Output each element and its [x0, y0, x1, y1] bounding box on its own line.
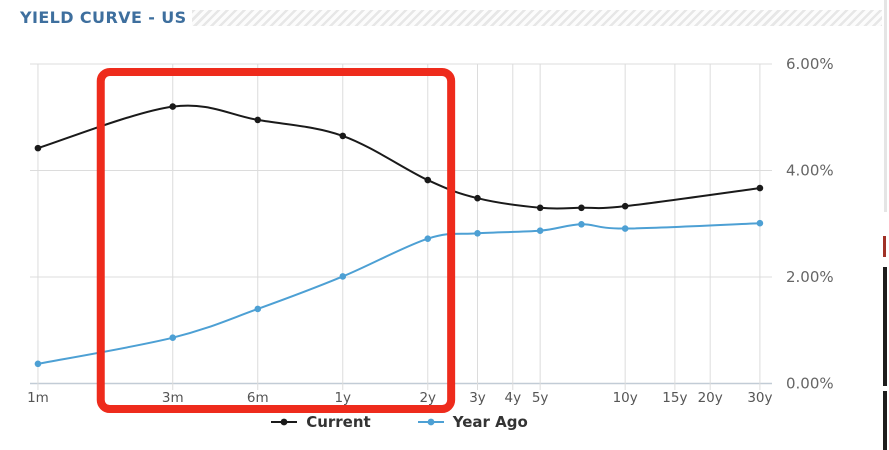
current-data-point[interactable]: [169, 103, 177, 110]
x-tick-label: 3y: [469, 390, 486, 406]
x-tick-label: 30y: [747, 390, 772, 406]
window-edge-fragment-gray: [884, 0, 887, 212]
year-ago-data-point[interactable]: [424, 235, 432, 242]
current-data-point[interactable]: [339, 132, 347, 140]
legend-label-current: Current: [306, 413, 371, 431]
year-ago-data-point[interactable]: [254, 305, 262, 313]
year-ago-data-point[interactable]: [536, 227, 544, 234]
current-legend-marker: [271, 418, 298, 426]
annotation-rectangle: [96, 67, 456, 414]
year-ago-data-point[interactable]: [578, 220, 585, 228]
y-tick-label: 6.00%: [786, 55, 834, 73]
legend-label-year-ago: Year Ago: [452, 413, 528, 431]
current-data-point[interactable]: [756, 184, 764, 192]
current-data-point[interactable]: [254, 116, 262, 124]
year-ago-data-point[interactable]: [34, 360, 42, 368]
year-ago-data-point[interactable]: [474, 230, 481, 237]
year-ago-data-point[interactable]: [169, 334, 177, 342]
y-tick-label: 2.00%: [786, 268, 834, 286]
x-tick-label: 4y: [504, 390, 521, 406]
page-title: YIELD CURVE - US: [20, 8, 187, 27]
year-ago-series-line: [37, 222, 760, 365]
x-tick-label: 3m: [162, 390, 184, 406]
x-tick-label: 20y: [698, 390, 723, 406]
legend-item-year-ago[interactable]: Year Ago: [417, 413, 528, 431]
current-data-point[interactable]: [621, 202, 629, 210]
legend-item-current[interactable]: Current: [270, 413, 371, 431]
y-tick-label: 4.00%: [786, 162, 834, 180]
current-data-point[interactable]: [474, 194, 481, 202]
window-edge-fragment-red: [883, 236, 886, 257]
year-ago-data-point[interactable]: [756, 219, 764, 227]
y-tick-label: 0.00%: [786, 375, 834, 393]
stripes-decoration: [192, 10, 882, 26]
chart-legend: Current Year Ago: [28, 409, 770, 435]
current-data-point[interactable]: [424, 176, 432, 184]
window-edge-fragment-black-bottom: [883, 391, 887, 450]
x-tick-label: 6m: [247, 390, 269, 406]
current-data-point[interactable]: [578, 204, 585, 212]
x-tick-label: 1m: [27, 390, 49, 406]
window-edge-fragment-black-top: [883, 267, 887, 386]
current-data-point[interactable]: [536, 204, 544, 212]
x-tick-label: 1y: [334, 390, 351, 406]
year-ago-data-point[interactable]: [339, 273, 347, 280]
x-tick-label: 5y: [532, 390, 549, 406]
current-series-line: [37, 104, 761, 210]
current-data-point[interactable]: [34, 144, 42, 152]
x-tick-label: 10y: [613, 390, 638, 406]
year-ago-legend-marker: [417, 418, 444, 426]
x-tick-label: 15y: [662, 390, 687, 406]
year-ago-data-point[interactable]: [621, 225, 629, 232]
x-tick-label: 2y: [419, 390, 436, 406]
